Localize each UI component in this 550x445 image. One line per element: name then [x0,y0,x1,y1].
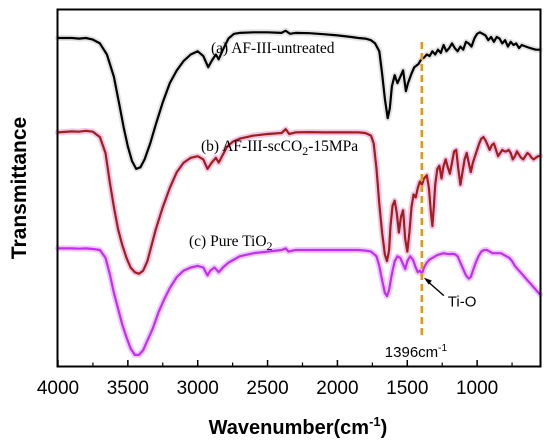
x-axis-label-base: Wavenumber(cm [209,417,369,439]
x-tick-label: 3000 [177,378,219,399]
series-label-part: 2 [267,239,273,253]
x-axis-label: Wavenumber(cm-1) [209,414,388,439]
series-label-part: (c) Pure TiO [189,233,267,250]
x-axis-label-sup: -1 [369,414,381,429]
x-tick-label: 1000 [456,378,498,399]
series-line-0 [58,29,540,170]
x-tick-label: 4000 [37,378,79,399]
series-label-1: (b) AF-III-scCO2-15MPa [201,138,358,158]
x-tick-label: 1500 [386,378,428,399]
series-label-part: III [247,138,263,155]
series-label-part: III [256,40,272,57]
series-label-part: -untreated [272,40,335,57]
series-label-part: 2 [302,144,308,158]
series-label-0: (a) AF-III-untreated [211,40,335,57]
series-line-2 [58,247,541,356]
ti-o-arrowhead [423,277,432,285]
plot-frame [56,8,542,368]
series-label-part: -scCO [263,138,303,155]
series-traces [55,27,543,358]
x-axis-ticks: 4000 3500 3000 2500 2000 1500 1000 [37,360,513,399]
series-line-1 [57,128,540,275]
series-label-part: -15MPa [308,138,358,155]
x-tick-label: 3500 [107,378,149,399]
x-axis-label-close: ) [381,417,388,439]
series-label-part: (a) AF- [211,40,256,57]
ti-o-label: Ti-O [448,294,477,311]
y-axis-label: Transmittance [8,117,31,259]
x-tick-label: 2000 [316,378,358,399]
x-tick-label: 2500 [246,378,288,399]
annotations: Ti-O 1396cm-1 [385,42,477,361]
wavenumber-1396-label: 1396cm-1 [385,343,448,361]
series-label-part: (b) AF- [201,138,247,155]
series-label-2: (c) Pure TiO2 [189,233,273,253]
series-labels: (a) AF-III-untreated(b) AF-III-scCO2-15M… [189,40,358,253]
